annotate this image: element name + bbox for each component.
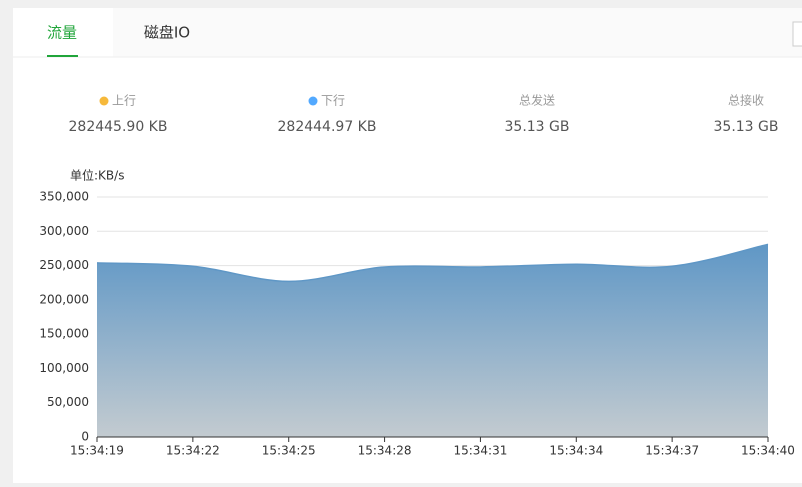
x-tick-label: 15:34:25 (262, 444, 316, 458)
unit-label: 单位:KB/s (70, 168, 124, 183)
tab-underline (47, 55, 78, 57)
stat-label: 下行 (321, 94, 345, 108)
tab-active[interactable]: 流量 (47, 24, 77, 42)
chart: 单位:KB/s 0 50,000 100,000 150,000 200,000 250,0… (39, 168, 795, 458)
x-tick-label: 15:34:19 (70, 444, 124, 458)
stat-label: 总发送 (519, 93, 555, 108)
x-tick-label: 15:34:37 (645, 444, 699, 458)
legend-dot (308, 96, 318, 106)
x-tick-label: 15:34:31 (453, 444, 507, 458)
y-tick-label: 150,000 (39, 327, 89, 341)
y-tick-label: 0 (81, 430, 89, 444)
line (96, 243, 769, 283)
y-tick-label: 350,000 (39, 190, 89, 204)
y-tick-label: 50,000 (47, 395, 89, 409)
x-tick-label: 15:34:40 (741, 444, 795, 458)
x-tick-label: 15:34:28 (358, 444, 412, 458)
stat-value: 35.13 GB (714, 119, 779, 135)
stat-value: 282445.90 KB (69, 119, 168, 135)
area (97, 244, 768, 437)
stat-label: 上行 (112, 94, 136, 108)
x-tick-label: 15:34:34 (549, 444, 603, 458)
y-tick-label: 250,000 (39, 258, 89, 272)
select-box[interactable] (792, 21, 802, 47)
tab[interactable]: 磁盘IO (144, 24, 190, 42)
y-tick-label: 100,000 (39, 361, 89, 375)
stats: 上行 282445.90 KB 下行 282444.97 KB 总发送 35.13 GB 总… (69, 93, 779, 136)
tab-bar (113, 8, 802, 57)
stat-value: 35.13 GB (505, 119, 570, 135)
y-tick-label: 200,000 (39, 292, 89, 306)
legend-dot (99, 96, 109, 106)
y-tick-label: 300,000 (39, 224, 89, 238)
stat-value: 282444.97 KB (278, 119, 377, 135)
x-tick-label: 15:34:22 (166, 444, 220, 458)
stat-label: 总接收 (728, 93, 764, 108)
